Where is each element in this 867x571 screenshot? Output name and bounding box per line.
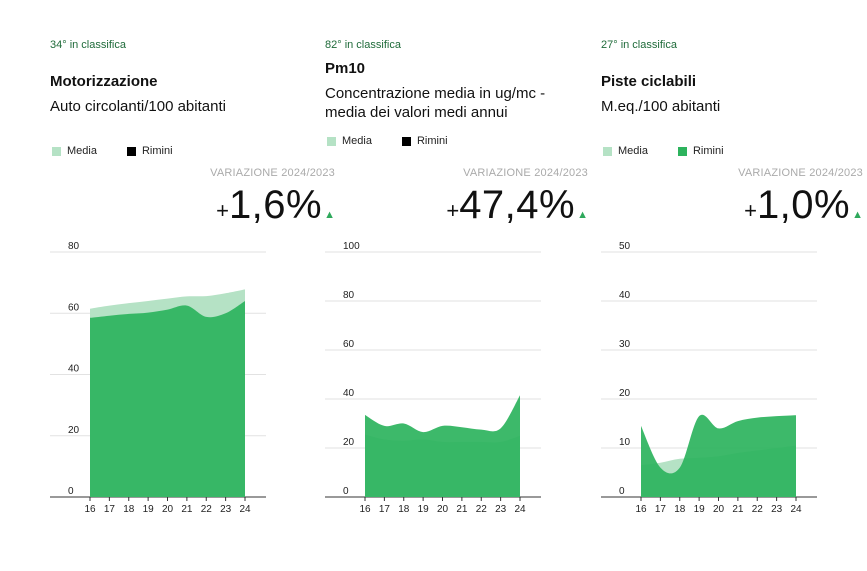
panel-subtitle: Auto circolanti/100 abitanti <box>50 98 226 115</box>
y-tick-label: 40 <box>343 388 355 399</box>
panel-subtitle: M.eq./100 abitanti <box>601 98 721 115</box>
area-series-rimini <box>641 414 796 497</box>
y-tick-label: 40 <box>68 364 80 375</box>
panel-subtitle: Concentrazione media in ug/mc - media de… <box>325 85 546 121</box>
y-tick-label: 10 <box>619 437 631 448</box>
y-tick-label: 20 <box>68 425 80 436</box>
triangle-up-icon: ▲ <box>577 209 588 221</box>
y-tick-label: 20 <box>343 437 355 448</box>
variation-label: VARIAZIONE 2024/2023 <box>463 167 588 179</box>
y-tick-label: 0 <box>343 486 349 497</box>
x-tick-label: 22 <box>476 504 488 515</box>
variation-sign: + <box>446 198 460 223</box>
x-tick-label: 16 <box>359 504 371 515</box>
y-tick-label: 20 <box>619 388 631 399</box>
x-tick-label: 18 <box>398 504 410 515</box>
variation-label: VARIAZIONE 2024/2023 <box>210 167 335 179</box>
x-tick-label: 17 <box>655 504 667 515</box>
panel-title: Motorizzazione <box>50 73 158 90</box>
x-tick-label: 18 <box>674 504 686 515</box>
area-series-rimini <box>365 395 520 497</box>
x-tick-label: 24 <box>790 504 802 515</box>
legend-label-rimini: Rimini <box>141 145 173 157</box>
legend-item-media: Media <box>52 145 97 157</box>
y-tick-label: 0 <box>68 486 74 497</box>
x-tick-label: 21 <box>181 504 193 515</box>
panel-title: Piste ciclabili <box>601 73 697 90</box>
x-tick-label: 16 <box>84 504 96 515</box>
x-tick-label: 18 <box>123 504 135 515</box>
chart-pm10: 0 20 40 60 80 100 16 17 18 19 20 21 22 23 24 <box>325 241 541 515</box>
x-tick-label: 23 <box>220 504 232 515</box>
x-tick-label: 23 <box>495 504 507 515</box>
x-tick-label: 21 <box>456 504 468 515</box>
legend-swatch-media <box>52 146 61 156</box>
y-tick-label: 60 <box>68 302 80 313</box>
variation-value: + 1,6% ▲ <box>216 183 335 228</box>
variation-sign: + <box>216 198 229 223</box>
x-tick-label: 17 <box>104 504 116 515</box>
x-tick-label: 19 <box>694 504 706 515</box>
rank-label: 34° in classifica <box>50 39 126 51</box>
triangle-up-icon: ▲ <box>852 209 863 221</box>
x-tick-label: 22 <box>201 504 213 515</box>
x-tick-label: 24 <box>239 504 251 515</box>
legend-label-media: Media <box>67 145 97 157</box>
legend-swatch-media <box>327 136 336 146</box>
variation-sign: + <box>744 198 757 223</box>
legend: Media Rimini <box>52 145 203 157</box>
x-tick-label: 24 <box>514 504 526 515</box>
x-tick-label: 17 <box>379 504 391 515</box>
legend-swatch-rimini <box>401 136 411 146</box>
y-tick-label: 80 <box>68 241 80 252</box>
variation-value: + 1,0% ▲ <box>744 183 863 228</box>
x-tick-label: 16 <box>635 504 647 515</box>
x-tick-label: 19 <box>418 504 430 515</box>
legend-label-media: Media <box>618 145 648 157</box>
legend-label-rimini: Rimini <box>416 135 448 147</box>
y-tick-label: 50 <box>619 241 631 252</box>
variation-value: + 47,4% ▲ <box>446 183 588 228</box>
legend-swatch-rimini <box>126 146 136 156</box>
chart-motorizzazione: 0 20 40 60 80 16 17 18 19 20 21 22 23 24 <box>50 241 266 515</box>
x-tick-label: 19 <box>143 504 155 515</box>
variation-number: 1,6% <box>228 183 323 227</box>
legend: Media Rimini <box>327 135 478 147</box>
legend: Media Rimini <box>603 145 754 157</box>
y-tick-label: 40 <box>619 290 631 301</box>
panel-title: Pm10 <box>325 60 366 77</box>
variation-label: VARIAZIONE 2024/2023 <box>738 167 863 179</box>
y-tick-label: 100 <box>343 241 360 252</box>
panel-pm10: 82° in classifica Pm10 Concentrazione me… <box>325 0 588 571</box>
rank-label: 27° in classifica <box>601 39 677 51</box>
chart-piste-ciclabili: 0 10 20 30 40 50 16 17 18 19 20 21 22 23 24 <box>601 241 817 515</box>
x-tick-label: 21 <box>732 504 744 515</box>
y-tick-label: 30 <box>619 339 631 350</box>
variation-number: 1,0% <box>756 183 851 227</box>
x-tick-label: 20 <box>713 504 725 515</box>
legend-item-media: Media <box>603 145 648 157</box>
legend-swatch-rimini <box>677 146 687 156</box>
legend-item-rimini: Rimini <box>677 145 724 157</box>
panel-piste-ciclabili: 27° in classifica Piste ciclabili M.eq./… <box>601 0 863 571</box>
triangle-up-icon: ▲ <box>324 209 335 221</box>
x-tick-label: 23 <box>771 504 783 515</box>
legend-swatch-media <box>603 146 612 156</box>
y-tick-label: 0 <box>619 486 625 497</box>
variation-number: 47,4% <box>459 183 576 227</box>
area-series-rimini <box>90 301 245 497</box>
x-tick-label: 22 <box>752 504 764 515</box>
legend-item-rimini: Rimini <box>126 145 173 157</box>
y-tick-label: 60 <box>343 339 355 350</box>
x-tick-label: 20 <box>437 504 449 515</box>
legend-label-media: Media <box>342 135 372 147</box>
legend-item-media: Media <box>327 135 372 147</box>
rank-label: 82° in classifica <box>325 39 401 51</box>
panel-motorizzazione: 34° in classifica Motorizzazione Auto ci… <box>50 0 335 571</box>
legend-label-rimini: Rimini <box>692 145 724 157</box>
y-tick-label: 80 <box>343 290 355 301</box>
legend-item-rimini: Rimini <box>401 135 448 147</box>
x-tick-label: 20 <box>162 504 174 515</box>
